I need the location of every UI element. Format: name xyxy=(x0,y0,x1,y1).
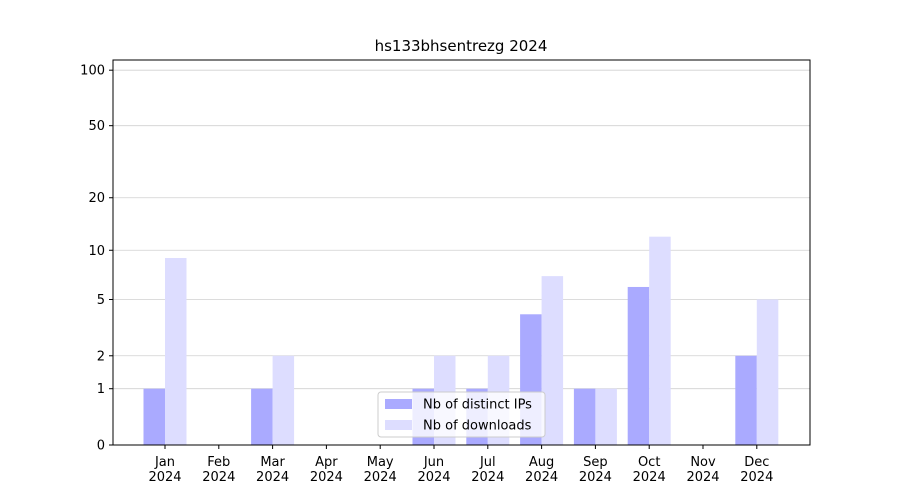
y-tick-label: 5 xyxy=(97,293,105,308)
legend-label: Nb of downloads xyxy=(423,419,532,434)
x-tick-label: Nov 2024 xyxy=(686,455,719,485)
y-tick-label: 0 xyxy=(97,439,105,454)
legend-swatch xyxy=(385,420,412,430)
legend-swatch xyxy=(385,399,412,409)
bar xyxy=(756,299,779,445)
y-tick-label: 1 xyxy=(97,382,105,397)
x-tick-label: Sep 2024 xyxy=(579,455,612,485)
x-tick-label: Apr 2024 xyxy=(310,455,343,485)
bar xyxy=(143,388,165,445)
x-tick-label: May 2024 xyxy=(364,455,397,485)
y-tick-label: 10 xyxy=(88,244,105,259)
x-tick-label: Jan 2024 xyxy=(148,455,181,485)
chart-title: hs133bhsentrezg 2024 xyxy=(375,37,548,55)
y-tick-label: 2 xyxy=(97,349,105,364)
bar xyxy=(573,388,596,445)
y-tick-label: 50 xyxy=(88,119,105,134)
bar xyxy=(541,276,564,445)
legend: Nb of distinct IPs Nb of downloads xyxy=(377,391,546,438)
bar xyxy=(735,355,757,445)
bar xyxy=(649,236,671,445)
y-tick-label: 100 xyxy=(80,64,105,79)
bar xyxy=(251,388,273,445)
x-tick-label: Dec 2024 xyxy=(740,455,773,485)
y-tick-label: 20 xyxy=(88,191,105,206)
bar xyxy=(165,257,187,445)
x-tick-label: Aug 2024 xyxy=(525,455,558,485)
x-tick-label: Feb 2024 xyxy=(202,455,235,485)
x-tick-label: Oct 2024 xyxy=(633,455,666,485)
legend-box xyxy=(377,391,546,438)
x-tick-label: Jun 2024 xyxy=(417,455,450,485)
x-tick-label: Jul 2024 xyxy=(471,455,504,485)
bar xyxy=(627,286,650,445)
bar xyxy=(595,388,617,445)
legend-label: Nb of distinct IPs xyxy=(423,398,532,413)
x-tick-label: Mar 2024 xyxy=(256,455,289,485)
plot-frame xyxy=(112,59,811,446)
bar xyxy=(272,355,295,445)
